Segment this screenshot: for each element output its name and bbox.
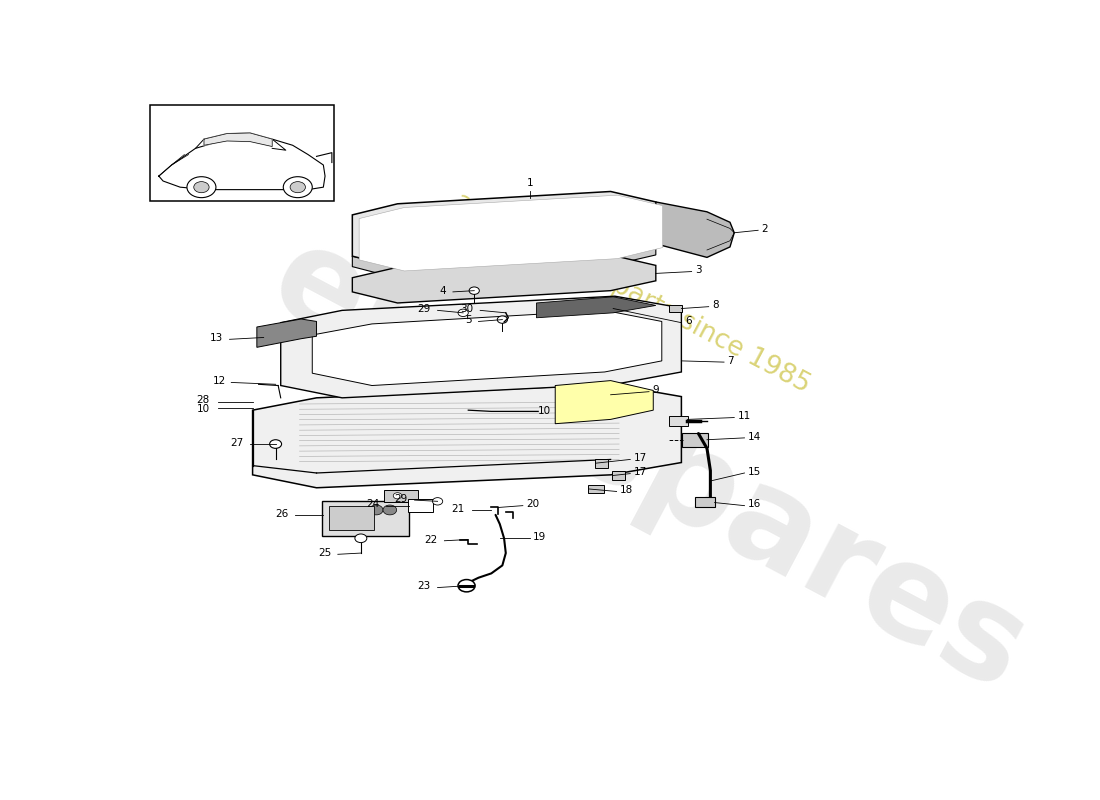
Text: 26: 26 <box>275 509 288 518</box>
Circle shape <box>187 177 216 198</box>
Text: 23: 23 <box>418 582 431 591</box>
Text: 7: 7 <box>727 356 734 366</box>
Polygon shape <box>312 310 662 386</box>
Text: 16: 16 <box>748 499 761 510</box>
Text: 15: 15 <box>748 466 761 477</box>
Text: 30: 30 <box>460 304 473 314</box>
Text: 2: 2 <box>761 224 768 234</box>
Text: 10: 10 <box>538 406 551 416</box>
Text: 24: 24 <box>366 499 379 510</box>
Text: 3: 3 <box>695 266 702 275</box>
Polygon shape <box>352 244 656 278</box>
Circle shape <box>469 287 480 294</box>
Text: 22: 22 <box>425 534 438 545</box>
FancyBboxPatch shape <box>329 506 374 530</box>
Circle shape <box>383 505 397 515</box>
Text: eurospares: eurospares <box>251 214 1047 718</box>
Circle shape <box>497 316 507 323</box>
Text: 28: 28 <box>197 395 210 406</box>
Text: 11: 11 <box>738 411 751 422</box>
FancyBboxPatch shape <box>408 499 433 513</box>
FancyBboxPatch shape <box>670 416 689 426</box>
Polygon shape <box>257 319 317 347</box>
Text: 17: 17 <box>634 454 647 463</box>
Text: 27: 27 <box>230 438 243 448</box>
Polygon shape <box>280 296 681 398</box>
Text: 4: 4 <box>440 286 447 296</box>
FancyBboxPatch shape <box>595 459 608 468</box>
Circle shape <box>284 177 312 198</box>
Text: 6: 6 <box>685 317 692 326</box>
Polygon shape <box>352 255 656 303</box>
Circle shape <box>432 498 442 505</box>
FancyBboxPatch shape <box>695 497 715 507</box>
Circle shape <box>290 182 306 193</box>
Polygon shape <box>158 138 326 190</box>
Polygon shape <box>204 133 272 146</box>
Circle shape <box>194 182 209 193</box>
FancyBboxPatch shape <box>384 490 418 502</box>
Text: 19: 19 <box>534 532 547 542</box>
FancyBboxPatch shape <box>151 106 333 201</box>
Polygon shape <box>537 297 656 318</box>
Text: 1: 1 <box>526 178 534 188</box>
Text: 25: 25 <box>318 548 331 558</box>
Text: a passion for parts since 1985: a passion for parts since 1985 <box>450 188 814 398</box>
Polygon shape <box>352 191 656 267</box>
Circle shape <box>394 493 402 499</box>
Text: 14: 14 <box>748 432 761 442</box>
Text: 29: 29 <box>418 304 431 314</box>
FancyBboxPatch shape <box>670 305 682 312</box>
Text: 9: 9 <box>652 386 659 395</box>
FancyBboxPatch shape <box>321 502 408 536</box>
FancyBboxPatch shape <box>613 471 625 480</box>
Polygon shape <box>359 195 662 271</box>
Circle shape <box>355 534 366 542</box>
Text: 13: 13 <box>209 333 222 343</box>
Polygon shape <box>656 202 735 258</box>
Text: 18: 18 <box>620 486 634 495</box>
Circle shape <box>458 579 475 592</box>
Text: 21: 21 <box>452 504 465 514</box>
Text: 29: 29 <box>395 494 408 504</box>
Circle shape <box>370 505 383 515</box>
Text: 20: 20 <box>526 499 539 510</box>
Polygon shape <box>253 384 681 488</box>
Text: 12: 12 <box>213 376 227 386</box>
Text: 5: 5 <box>465 315 472 326</box>
Text: 10: 10 <box>197 404 210 414</box>
Text: 8: 8 <box>712 301 718 310</box>
Polygon shape <box>556 381 653 424</box>
Circle shape <box>270 440 282 448</box>
FancyBboxPatch shape <box>682 433 707 446</box>
Text: 17: 17 <box>634 467 647 478</box>
Circle shape <box>458 309 469 317</box>
FancyBboxPatch shape <box>588 485 604 494</box>
